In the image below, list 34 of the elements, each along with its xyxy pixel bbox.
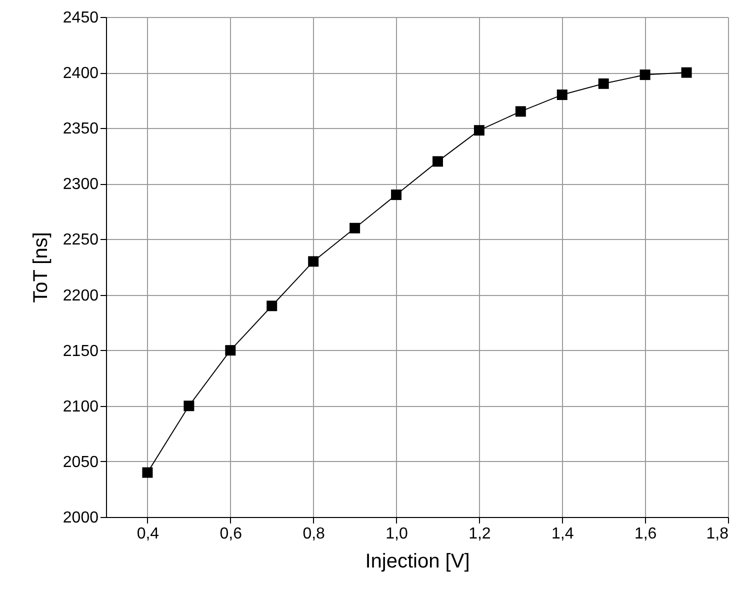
point [515, 106, 526, 117]
point [640, 70, 650, 80]
y-tick-label: 2400 [62, 65, 99, 82]
x-tick-label: 0,6 [220, 526, 242, 542]
y-tick-label: 2150 [62, 342, 99, 360]
point [598, 78, 609, 89]
y-tick-label: 2200 [62, 287, 99, 304]
y-tick-label: 2450 [62, 10, 99, 26]
x-tick-label: 1,8 [706, 526, 729, 542]
point [556, 90, 568, 100]
x-tick-label: 1,2 [468, 526, 491, 542]
y-tick-label: 2050 [62, 454, 99, 471]
y-tick-label: 2250 [62, 232, 99, 249]
point [350, 222, 360, 234]
point [184, 400, 194, 412]
y-tick-label: 2100 [62, 398, 99, 416]
y-axis-title: ToT [ns] [30, 232, 52, 303]
x-tick-label: 0,4 [136, 526, 160, 542]
x-tick-label: 0,8 [302, 526, 326, 542]
y-tick-label: 2300 [62, 176, 99, 194]
x-tick-label: 1,0 [386, 526, 408, 542]
point [432, 156, 443, 167]
point [308, 256, 319, 267]
point [266, 300, 278, 312]
x-tick-label: 1,6 [634, 526, 657, 542]
x-tick-label: 1,4 [552, 526, 574, 542]
x-axis-title: Injection [V] [365, 550, 470, 572]
point [225, 345, 236, 356]
point [681, 67, 692, 78]
point [474, 125, 484, 136]
point [391, 190, 402, 200]
y-tick-label: 2000 [62, 510, 99, 526]
y-tick-label: 2350 [62, 120, 99, 138]
point [142, 467, 153, 478]
